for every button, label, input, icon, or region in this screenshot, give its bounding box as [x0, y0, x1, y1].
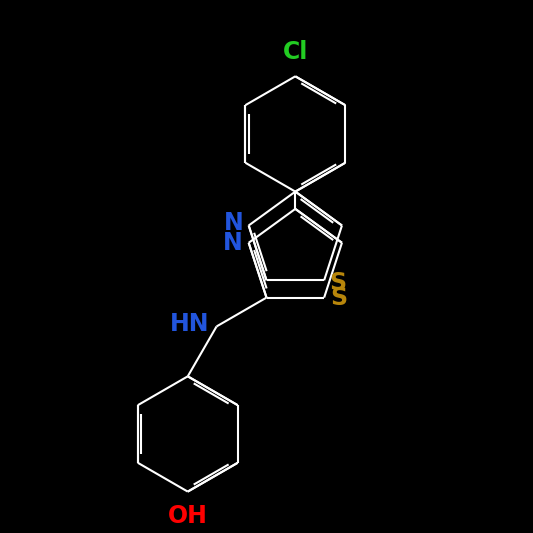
Text: N: N: [223, 231, 243, 255]
Text: S: S: [329, 271, 346, 295]
Text: Cl: Cl: [282, 39, 308, 63]
Text: N: N: [224, 211, 244, 235]
Text: HN: HN: [170, 311, 209, 336]
Text: OH: OH: [168, 504, 208, 528]
Text: S: S: [330, 286, 347, 310]
